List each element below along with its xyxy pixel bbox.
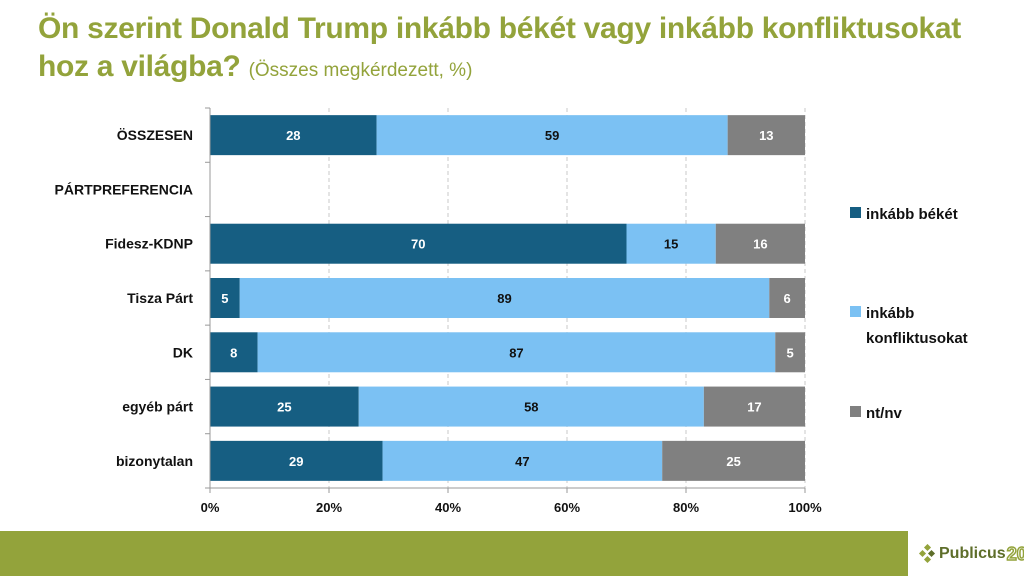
legend-label: inkább [866, 305, 914, 322]
bar-value-label: 58 [524, 400, 538, 415]
stacked-bar-chart: 28 59 13 70 15 16 5 89 6 8 87 5 25 58 17 29 47 25 0% 20% 40… [55, 107, 968, 515]
bar-value-label: 87 [509, 345, 523, 360]
footer-bar [0, 531, 908, 576]
bar-value-label: 16 [753, 237, 767, 252]
bar-value-label: 28 [286, 128, 300, 143]
legend-swatch [850, 306, 861, 317]
x-tick-label: 100% [788, 500, 822, 515]
x-tick-label: 80% [673, 500, 699, 515]
x-tick-label: 20% [316, 500, 342, 515]
category-label: DK [173, 344, 193, 360]
category-label: egyéb párt [122, 399, 193, 415]
bar-segment [210, 332, 258, 373]
title-subtitle: (Összes megkérdezett, %) [248, 60, 473, 81]
bar-value-label: 8 [230, 345, 237, 360]
category-label: Tisza Párt [127, 290, 193, 306]
chart-title: Ön szerint Donald Trump inkább békét vag… [38, 10, 998, 90]
bar-value-label: 17 [747, 400, 761, 415]
bar-value-label: 25 [726, 454, 740, 469]
bar-value-label: 5 [787, 345, 794, 360]
bar-value-label: 70 [411, 237, 425, 252]
bar-value-label: 29 [289, 454, 303, 469]
legend-label: inkább békét [866, 206, 958, 223]
bar-value-label: 6 [784, 291, 791, 306]
legend-swatch [850, 406, 861, 417]
bar-segment [210, 440, 383, 481]
x-tick-label: 60% [554, 500, 580, 515]
bar-segment [715, 223, 805, 264]
bar-value-label: 25 [277, 400, 291, 415]
bar-value-label: 59 [545, 128, 559, 143]
bar-segment [210, 278, 240, 318]
bar-segment [376, 115, 728, 156]
bar-segment [239, 278, 770, 318]
bar-segment [210, 115, 377, 156]
publicus-logo: Publicus 20 [918, 540, 1024, 568]
bars: 28 59 13 70 15 16 5 89 6 8 87 5 25 58 17 29 47 25 [210, 115, 805, 481]
bar-segment [769, 278, 805, 318]
bar-segment [703, 386, 805, 427]
bar-value-label: 89 [497, 291, 511, 306]
legend-label: nt/nv [866, 405, 902, 422]
bar-segment [210, 386, 359, 427]
bar-segment [727, 115, 805, 156]
x-tick-label: 40% [435, 500, 461, 515]
bar-segment [662, 440, 805, 481]
category-label: bizonytalan [116, 453, 193, 469]
logo-text: Publicus [939, 545, 1006, 562]
logo-number: 20 [1006, 543, 1024, 565]
legend: inkább békét inkább konfliktusokat nt/nv [850, 206, 968, 422]
legend-swatch [850, 207, 861, 218]
bar-segment [257, 332, 776, 373]
bar-value-label: 47 [515, 454, 529, 469]
category-label: ÖSSZESEN [117, 127, 193, 143]
category-label: Fidesz-KDNP [105, 236, 193, 252]
bar-value-label: 5 [221, 291, 228, 306]
bar-value-label: 13 [759, 128, 773, 143]
bar-segment [626, 223, 716, 264]
logo-diamond-icon [918, 544, 936, 564]
axes: 0% 20% 40% 60% 80% 100% ÖSSZESEN PÁRTPREFERENCI… [55, 107, 822, 515]
bar-segment [775, 332, 805, 373]
title-main: Ön szerint Donald Trump inkább békét vag… [38, 12, 961, 83]
category-label: PÁRTPREFERENCIA [55, 181, 193, 197]
legend-label: konfliktusokat [866, 330, 968, 347]
bar-segment [358, 386, 704, 427]
bar-segment [382, 440, 663, 481]
bar-segment [210, 223, 627, 264]
bar-value-label: 15 [664, 237, 678, 252]
x-tick-label: 0% [201, 500, 220, 515]
